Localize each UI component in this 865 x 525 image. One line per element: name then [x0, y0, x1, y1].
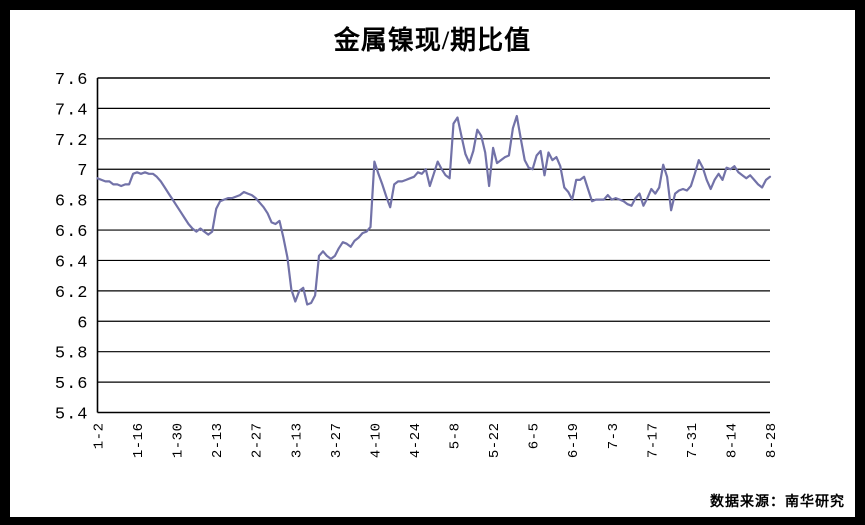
x-axis-label: 5-8 — [448, 423, 464, 450]
y-axis-label: 6.8 — [55, 193, 89, 212]
x-axis-label: 3-13 — [289, 423, 305, 459]
y-axis-label: 7.6 — [55, 71, 89, 90]
y-axis-label: 5.8 — [55, 345, 89, 364]
x-axis-label: 2-27 — [250, 423, 266, 459]
y-axis-label: 6.2 — [55, 284, 89, 303]
y-axis-label: 7.2 — [55, 132, 89, 151]
y-axis-label: 6.4 — [55, 253, 89, 272]
x-axis-label: 4-24 — [408, 423, 424, 459]
x-axis-label: 1-2 — [92, 423, 108, 450]
x-axis-label: 6-5 — [527, 423, 543, 450]
x-axis-label: 1-30 — [171, 423, 187, 459]
x-axis-label: 8-14 — [724, 423, 740, 459]
y-axis-label: 5.6 — [55, 375, 89, 394]
nickel-ratio-line — [96, 114, 772, 306]
x-axis-label: 7-31 — [685, 423, 701, 459]
y-axis-label: 7 — [77, 162, 88, 181]
x-axis-label: 8-28 — [764, 423, 780, 459]
chart-panel: 金属镍现/期比值 7.6 7.4 7.2 7 6.8 6.6 6.4 6.2 6 5.8 5.6 5.… — [10, 10, 855, 517]
y-axis-label: 6.6 — [55, 223, 89, 242]
x-axis-label: 2-13 — [210, 423, 226, 459]
source-note: 数据来源：南华研究 — [710, 495, 845, 510]
x-axis-label: 6-19 — [566, 423, 582, 459]
chart-title: 金属镍现/期比值 — [333, 26, 532, 55]
y-axis-label: 6 — [77, 314, 88, 333]
x-axis-label: 1-16 — [131, 423, 147, 459]
x-axis-label: 5-22 — [487, 423, 503, 459]
x-axis-label: 7-3 — [606, 423, 622, 450]
y-axis-label: 7.4 — [55, 101, 89, 120]
nickel-ratio-chart: 7.6 7.4 7.2 7 6.8 6.6 6.4 6.2 6 5.8 5.6 5.41-2 1-16 1… — [55, 71, 780, 459]
x-axis-label: 7-17 — [645, 423, 661, 459]
y-axis-label: 5.4 — [55, 406, 89, 425]
x-axis-label: 3-27 — [329, 423, 345, 459]
x-axis-label: 4-10 — [368, 423, 384, 459]
